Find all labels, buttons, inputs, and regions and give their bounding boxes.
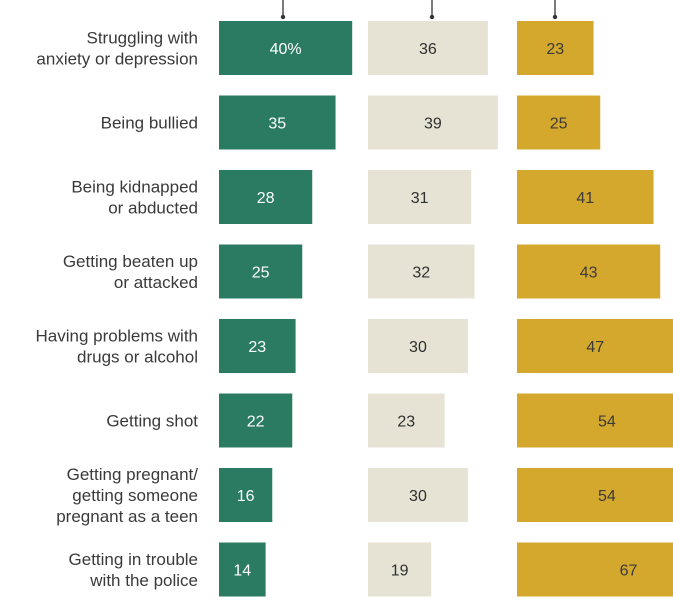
bar-series-2 <box>368 393 445 448</box>
bar-series-1 <box>219 170 313 224</box>
data-label: 25 <box>252 265 270 282</box>
bar-series-3 <box>517 244 661 299</box>
column-tick-dot-2 <box>429 14 435 20</box>
category-label: Getting shot <box>106 412 198 431</box>
bars: 40% 36 23 35 39 25 28 31 41 25 32 43 23 30 47 22 23 54 16 3… <box>219 21 673 597</box>
bar-series-1 <box>219 21 353 75</box>
category-label: Having problems with drugs or alcohol <box>35 327 198 367</box>
data-label: 54 <box>598 414 616 431</box>
data-label: 23 <box>546 41 564 58</box>
bar-series-3 <box>517 21 594 75</box>
bar-series-2 <box>368 319 468 373</box>
data-label: 28 <box>257 190 275 207</box>
data-label: 54 <box>598 488 616 505</box>
column-tick-dot-3 <box>552 14 558 20</box>
bar-series-3 <box>517 468 673 522</box>
category-label: Being kidnapped or abducted <box>71 178 198 218</box>
bar-series-3 <box>517 319 673 373</box>
bar-series-2 <box>368 21 488 75</box>
bar-series-2 <box>368 542 432 597</box>
category-label-line: Being bullied <box>101 114 198 133</box>
bar-series-2 <box>368 95 498 150</box>
data-label: 40% <box>270 41 302 58</box>
data-label: 39 <box>424 116 442 133</box>
data-label: 22 <box>247 414 265 431</box>
category-label-line: with the police <box>89 571 198 590</box>
bar-series-3 <box>517 95 601 150</box>
category-labels: Struggling with anxiety or depression Bein… <box>35 29 198 591</box>
data-label: 35 <box>268 116 286 133</box>
bar-series-1 <box>219 468 273 522</box>
data-label: 30 <box>409 488 427 505</box>
data-label: 19 <box>391 563 409 580</box>
category-label-line: anxiety or depression <box>36 50 198 69</box>
category-label: Being bullied <box>101 114 198 133</box>
category-label-line: Getting shot <box>106 412 198 431</box>
category-label-line: Getting in trouble <box>69 550 198 569</box>
category-label-line: Struggling with <box>86 29 198 48</box>
category-label-line: Having problems with <box>35 327 198 346</box>
data-label: 41 <box>576 190 594 207</box>
bar-series-1 <box>219 393 293 448</box>
bar-series-3 <box>517 393 673 448</box>
bar-series-2 <box>368 468 468 522</box>
category-label-line: or attacked <box>114 273 198 292</box>
data-label: 31 <box>411 190 429 207</box>
data-label: 36 <box>419 41 437 58</box>
data-label: 30 <box>409 339 427 356</box>
category-label: Getting in trouble with the police <box>69 550 198 590</box>
data-label: 23 <box>248 339 266 356</box>
bar-series-1 <box>219 95 336 150</box>
category-label: Struggling with anxiety or depression <box>36 29 198 69</box>
bar-series-3 <box>517 542 673 597</box>
category-label-line: getting someone <box>72 486 198 505</box>
data-label: 32 <box>412 265 430 282</box>
column-tick-dot-1 <box>280 14 286 20</box>
category-label-line: Being kidnapped <box>71 178 198 197</box>
category-label-line: Getting pregnant/ <box>67 465 199 484</box>
data-label: 43 <box>580 265 598 282</box>
bar-series-1 <box>219 244 303 299</box>
bar-series-1 <box>219 319 296 373</box>
data-label: 25 <box>550 116 568 133</box>
bar-series-1 <box>219 542 266 597</box>
bar-series-2 <box>368 170 472 224</box>
bar-series-2 <box>368 244 475 299</box>
category-label: Getting beaten up or attacked <box>63 252 198 292</box>
category-label-line: Getting beaten up <box>63 252 198 271</box>
data-label: 47 <box>586 339 604 356</box>
data-label: 23 <box>397 414 415 431</box>
data-label: 67 <box>620 563 638 580</box>
column-tick-marks <box>280 0 558 20</box>
bar-series-3 <box>517 170 654 224</box>
data-label: 14 <box>233 563 251 580</box>
category-label-line: drugs or alcohol <box>77 348 198 367</box>
category-label-line: or abducted <box>108 199 198 218</box>
category-label-line: pregnant as a teen <box>56 507 198 526</box>
data-label: 16 <box>237 488 255 505</box>
category-label: Getting pregnant/getting someone pregnant… <box>56 465 198 526</box>
